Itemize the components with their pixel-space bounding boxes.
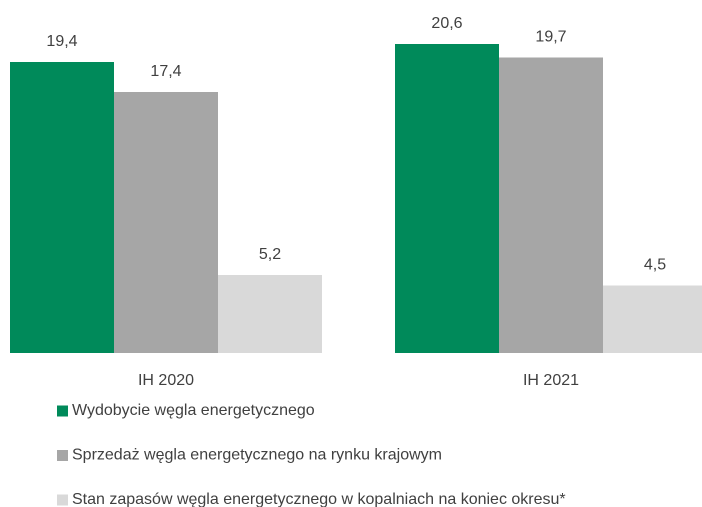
bar	[603, 285, 702, 353]
value-label: 20,6	[431, 15, 462, 32]
legend-label: Stan zapasów węgla energetycznego w kopa…	[72, 491, 566, 507]
legend-swatch	[57, 494, 68, 506]
legend-label: Sprzedaż węgla energetycznego na rynku k…	[72, 447, 442, 464]
x-tick-label: IH 2020	[138, 372, 194, 389]
legend-swatch	[57, 450, 68, 461]
bar	[395, 44, 499, 353]
bar	[218, 275, 322, 353]
bar	[499, 57, 603, 353]
legend-label: Wydobycie węgla energetycznego	[72, 402, 315, 419]
x-tick-label: IH 2021	[523, 372, 579, 389]
legend-swatch	[57, 405, 68, 417]
value-label: 19,4	[46, 33, 77, 50]
value-label: 5,2	[259, 246, 281, 263]
value-label: 17,4	[150, 63, 181, 80]
value-label: 19,7	[535, 29, 566, 46]
value-label: 4,5	[644, 257, 666, 274]
bar	[10, 62, 114, 353]
bar	[114, 92, 218, 353]
